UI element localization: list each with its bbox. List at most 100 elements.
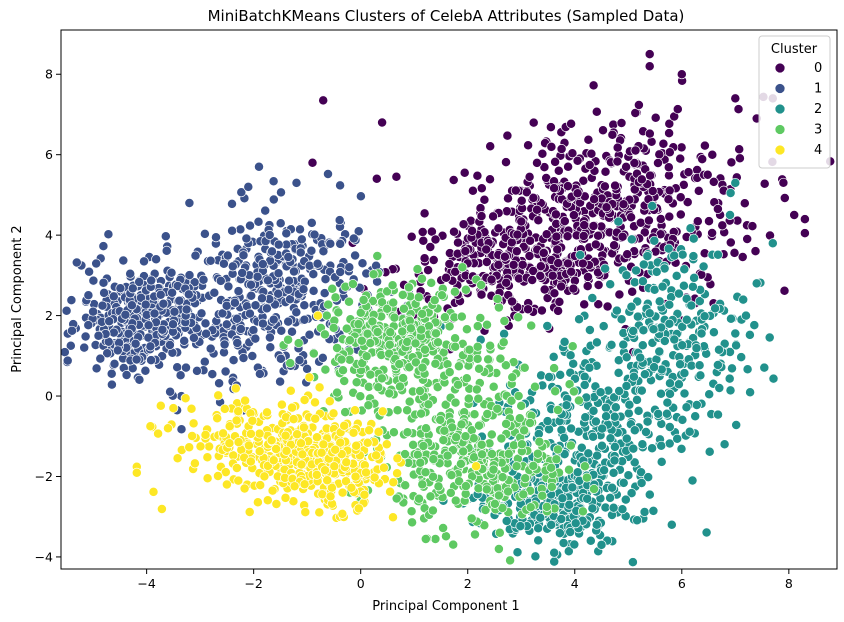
point-cluster-0 (318, 95, 329, 106)
point-cluster-4 (262, 495, 273, 506)
point-cluster-1 (168, 319, 178, 330)
point-cluster-0 (472, 170, 483, 181)
point-cluster-1 (268, 176, 279, 187)
point-cluster-0 (481, 257, 492, 267)
point-cluster-0 (664, 128, 675, 139)
point-cluster-4 (346, 482, 357, 493)
point-cluster-3 (405, 323, 416, 334)
point-cluster-3 (361, 351, 372, 362)
point-cluster-2 (725, 210, 735, 220)
point-cluster-4 (186, 403, 197, 414)
point-cluster-0 (511, 246, 522, 257)
point-cluster-2 (609, 455, 620, 466)
point-cluster-1 (149, 308, 160, 319)
point-cluster-1 (355, 191, 366, 202)
x-tick-label-2: 0 (357, 576, 365, 591)
point-cluster-2 (662, 397, 673, 408)
point-cluster-1 (306, 217, 317, 228)
point-cluster-2 (664, 422, 675, 432)
point-cluster-3 (460, 284, 471, 295)
point-cluster-1 (248, 325, 259, 336)
point-cluster-4 (172, 453, 183, 464)
point-cluster-1 (192, 365, 202, 376)
point-cluster-2 (684, 426, 695, 437)
point-cluster-1 (205, 255, 216, 266)
point-cluster-0 (425, 242, 436, 252)
point-cluster-0 (450, 266, 461, 277)
point-cluster-3 (520, 473, 531, 484)
point-cluster-0 (707, 149, 718, 160)
point-cluster-0 (602, 301, 613, 312)
point-cluster-0 (551, 231, 562, 242)
point-cluster-4 (255, 480, 266, 491)
point-cluster-4 (231, 463, 242, 473)
point-cluster-2 (641, 427, 651, 437)
point-cluster-2 (608, 502, 619, 513)
point-cluster-3 (496, 433, 507, 444)
point-cluster-1 (126, 300, 137, 311)
point-cluster-0 (567, 148, 578, 159)
point-cluster-1 (283, 252, 294, 262)
point-cluster-0 (508, 259, 519, 270)
point-cluster-3 (450, 341, 461, 352)
point-cluster-4 (280, 492, 291, 503)
point-cluster-0 (617, 231, 628, 242)
point-cluster-4 (328, 408, 339, 419)
point-cluster-1 (281, 228, 292, 239)
point-cluster-2 (677, 414, 688, 425)
point-cluster-1 (161, 245, 172, 256)
point-cluster-1 (227, 225, 238, 236)
point-cluster-2 (664, 318, 675, 329)
point-cluster-2 (731, 420, 742, 430)
point-cluster-1 (97, 300, 108, 311)
point-cluster-3 (394, 359, 405, 370)
point-cluster-4 (388, 477, 399, 488)
point-cluster-3 (439, 425, 450, 436)
point-cluster-3 (470, 529, 480, 540)
point-cluster-3 (438, 523, 449, 533)
point-cluster-2 (613, 367, 624, 378)
point-cluster-3 (285, 358, 296, 369)
point-cluster-1 (227, 198, 237, 209)
point-cluster-2 (588, 405, 599, 416)
point-cluster-1 (325, 238, 336, 249)
point-cluster-0 (584, 160, 595, 170)
point-cluster-3 (482, 409, 493, 419)
point-cluster-0 (779, 285, 790, 296)
point-cluster-1 (283, 284, 294, 295)
point-cluster-0 (419, 208, 430, 219)
point-cluster-3 (372, 327, 383, 337)
point-cluster-1 (61, 347, 70, 358)
point-cluster-0 (506, 237, 517, 248)
point-cluster-1 (317, 352, 328, 363)
point-cluster-2 (713, 409, 723, 420)
point-cluster-0 (655, 214, 666, 224)
point-cluster-0 (742, 234, 753, 244)
point-cluster-1 (155, 289, 166, 300)
point-cluster-3 (552, 444, 563, 455)
point-cluster-0 (371, 173, 382, 184)
point-cluster-2 (708, 327, 719, 338)
point-cluster-1 (145, 341, 156, 352)
point-cluster-1 (275, 218, 286, 229)
point-cluster-3 (483, 354, 494, 365)
legend-marker-3 (774, 124, 786, 135)
point-cluster-3 (448, 539, 459, 550)
point-cluster-2 (580, 412, 591, 423)
point-cluster-1 (335, 238, 346, 249)
point-cluster-2 (742, 364, 753, 375)
point-cluster-1 (247, 351, 258, 361)
point-cluster-0 (535, 270, 546, 281)
point-cluster-1 (265, 342, 276, 353)
y-tick-label-6: 8 (45, 67, 53, 82)
point-cluster-0 (644, 61, 655, 72)
point-cluster-3 (428, 454, 439, 465)
point-cluster-3 (395, 381, 405, 392)
point-cluster-2 (628, 326, 639, 336)
point-cluster-0 (501, 157, 511, 168)
point-cluster-2 (609, 441, 620, 452)
point-cluster-1 (98, 241, 109, 252)
point-cluster-4 (131, 467, 142, 478)
point-cluster-3 (397, 289, 408, 300)
x-axis-label: Principal Component 1 (372, 599, 519, 614)
